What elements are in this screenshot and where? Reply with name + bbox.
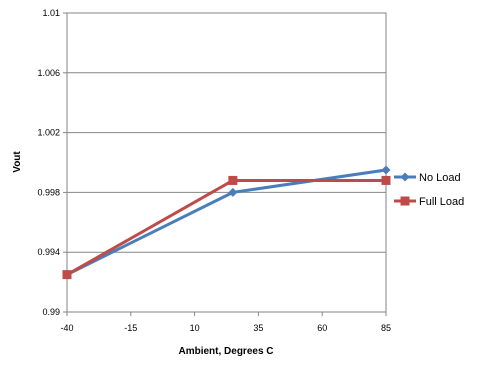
- gridlines: [63, 12, 386, 313]
- y-tick-label: 1.006: [37, 68, 60, 78]
- plot-area: [66, 12, 387, 313]
- legend: No Load Full Load: [394, 172, 464, 208]
- y-tick-label: 0.994: [37, 247, 60, 257]
- legend-label-full-load: Full Load: [419, 196, 464, 208]
- y-tick-label: 0.99: [42, 307, 60, 317]
- x-tick-labels: -40 -15 10 35 60 85: [60, 312, 391, 333]
- y-tick-label: 0.998: [37, 187, 60, 197]
- legend-marker-full-load: [400, 196, 410, 206]
- x-axis-title: Ambient, Degrees C: [178, 346, 273, 357]
- y-tick-label: 1.002: [37, 128, 60, 138]
- x-tick-label: 85: [381, 323, 391, 333]
- data-point-no-load: [381, 165, 391, 175]
- y-axis-title: Vout: [12, 151, 23, 173]
- y-tick-label: 1.01: [42, 8, 60, 18]
- data-point-full-load: [62, 270, 72, 280]
- y-tick-labels: 0.99 0.994 0.998 1.002 1.006 1.01: [37, 8, 60, 317]
- data-point-no-load: [228, 187, 238, 197]
- legend-marker-no-load: [400, 172, 410, 182]
- x-tick-label: -40: [60, 323, 73, 333]
- data-point-full-load: [381, 175, 391, 185]
- x-tick-label: 60: [317, 323, 327, 333]
- data-point-full-load: [228, 175, 238, 185]
- series-group: [62, 165, 391, 280]
- x-tick-label: 10: [190, 323, 200, 333]
- legend-label-no-load: No Load: [419, 172, 461, 184]
- x-tick-label: 35: [253, 323, 263, 333]
- x-tick-label: -15: [124, 323, 137, 333]
